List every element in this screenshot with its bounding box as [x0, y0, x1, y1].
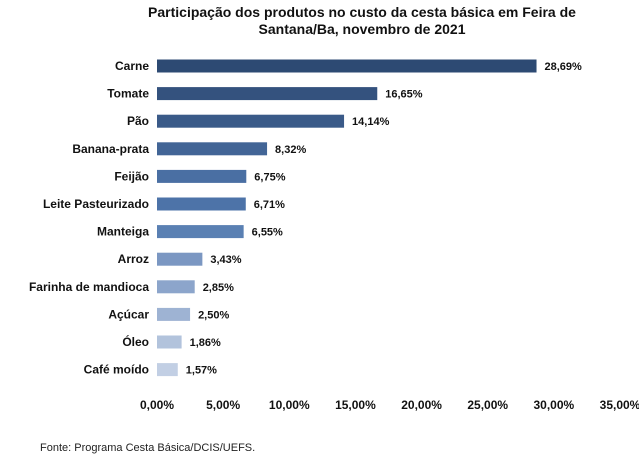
category-label: Carne — [115, 59, 149, 73]
category-label: Leite Pasteurizado — [43, 197, 149, 211]
bars-layer: Carne 28,69% Tomate 16,65% Pão 14,14% Banana-p… — [29, 59, 582, 377]
bar — [157, 307, 191, 321]
data-label: 8,32% — [275, 144, 306, 156]
category-label: Pão — [127, 114, 149, 128]
x-tick-label: 0,00% — [140, 398, 174, 412]
x-tick-label: 10,00% — [269, 398, 310, 412]
bar — [157, 87, 378, 101]
data-label: 6,71% — [254, 199, 285, 211]
category-label: Arroz — [118, 252, 149, 266]
bar — [157, 142, 268, 156]
bar — [157, 197, 246, 211]
chart-title-line-1: Participação dos produtos no custo da ce… — [148, 4, 576, 20]
data-label: 16,65% — [385, 89, 423, 101]
bar — [157, 59, 537, 73]
chart-title-line-2: Santana/Ba, novembro de 2021 — [258, 21, 466, 37]
bar-chart: Carne 28,69% Tomate 16,65% Pão 14,14% Banana-p… — [29, 59, 639, 412]
bar — [157, 280, 195, 294]
category-label: Açúcar — [108, 307, 149, 321]
category-label: Tomate — [107, 87, 149, 101]
data-label: 14,14% — [352, 116, 390, 128]
bar — [157, 335, 182, 349]
x-tick-label: 25,00% — [467, 398, 508, 412]
data-label: 3,43% — [210, 254, 241, 266]
x-tick-label: 30,00% — [534, 398, 575, 412]
x-axis: 0,00% 5,00% 10,00% 15,00% 20,00% 25,00% 30,00%… — [140, 398, 639, 412]
data-label: 28,69% — [545, 61, 583, 73]
category-label: Banana-prata — [72, 142, 149, 156]
bar — [157, 252, 203, 266]
bar — [157, 169, 247, 183]
category-label: Óleo — [122, 334, 149, 349]
x-tick-label: 20,00% — [401, 398, 442, 412]
data-label: 2,85% — [203, 282, 234, 294]
category-label: Café moído — [84, 363, 149, 377]
data-label: 1,57% — [186, 365, 217, 377]
bar — [157, 114, 345, 128]
category-label: Farinha de mandioca — [29, 280, 149, 294]
x-tick-label: 5,00% — [206, 398, 240, 412]
data-label: 1,86% — [190, 337, 221, 349]
data-label: 6,55% — [252, 227, 283, 239]
x-tick-label: 35,00% — [600, 398, 639, 412]
bar — [157, 225, 244, 239]
x-tick-label: 15,00% — [335, 398, 376, 412]
chart-title: Participação dos produtos no custo da ce… — [100, 4, 624, 38]
source-note: Fonte: Programa Cesta Básica/DCIS/UEFS. — [40, 442, 256, 454]
category-label: Manteiga — [97, 225, 149, 239]
data-label: 2,50% — [198, 309, 229, 321]
bar — [157, 363, 178, 377]
category-label: Feijão — [114, 169, 149, 183]
data-label: 6,75% — [254, 171, 285, 183]
